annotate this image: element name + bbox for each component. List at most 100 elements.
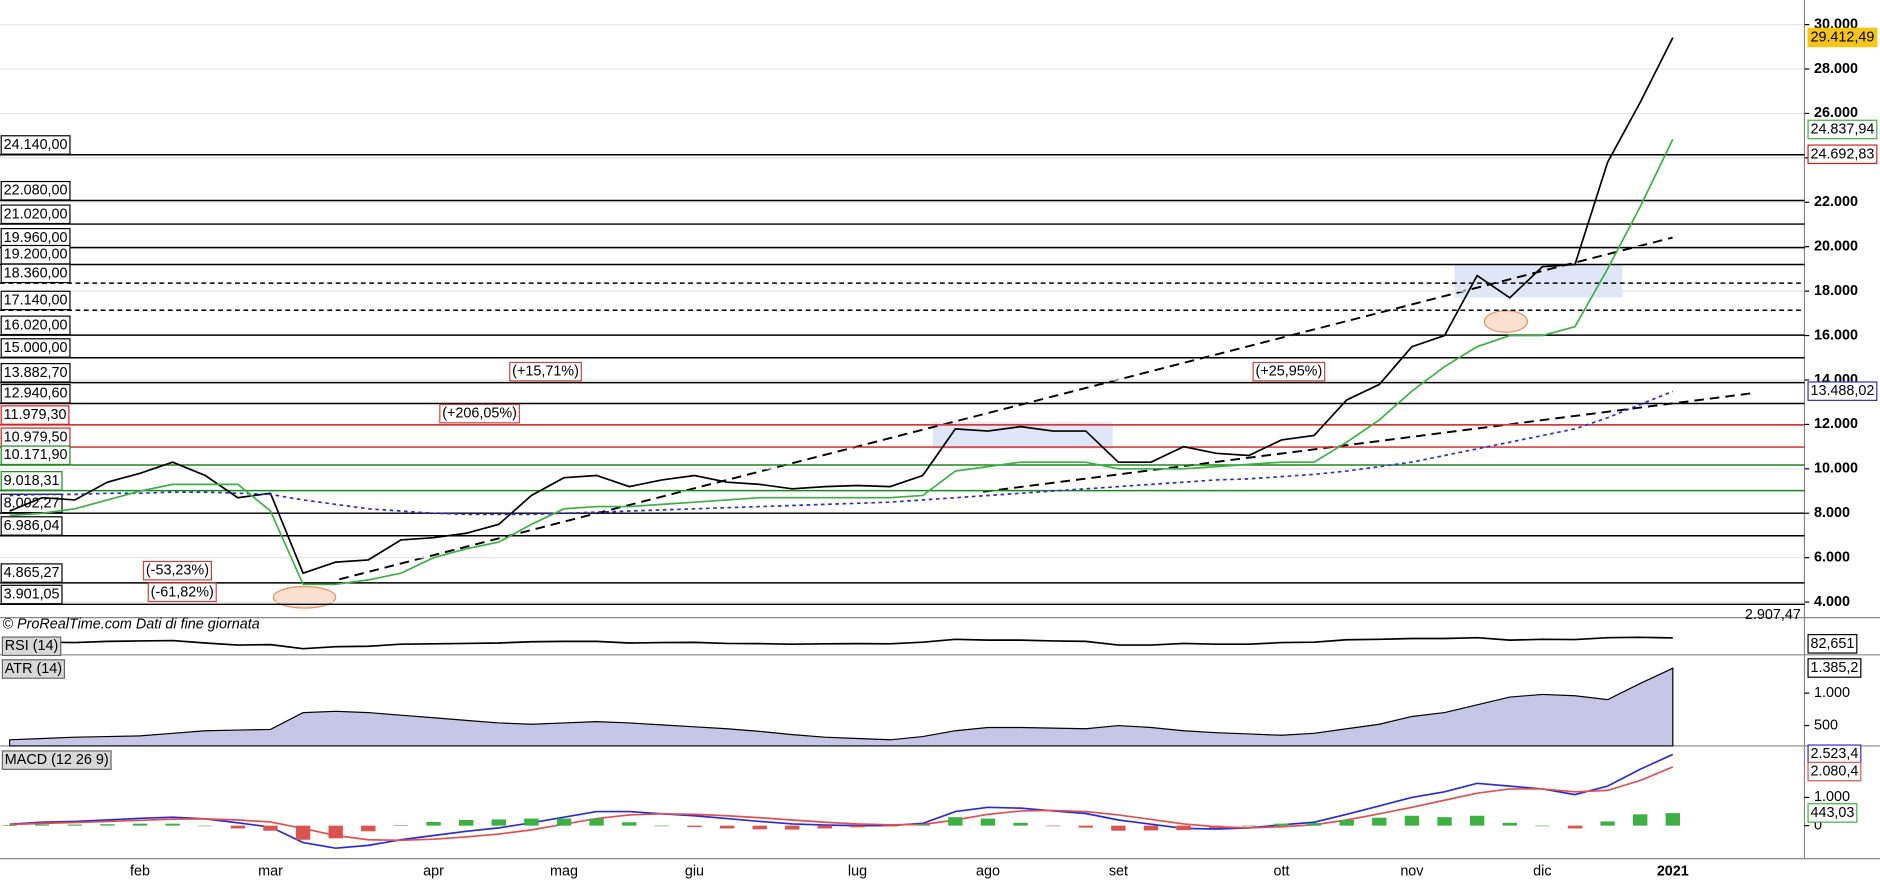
- level-label: 18.360,00: [4, 265, 68, 281]
- label-box: [1807, 27, 1878, 48]
- histogram-bar: [882, 825, 898, 827]
- line-series: [9, 37, 1674, 575]
- histogram-bar: [100, 824, 115, 826]
- x-tick-label: ott: [1273, 864, 1289, 880]
- histogram-bar: [1306, 823, 1322, 826]
- label-box: [0, 563, 63, 583]
- histogram-bar: [687, 825, 702, 828]
- label-box: [0, 516, 63, 536]
- level-label: 15.000,00: [4, 340, 68, 356]
- area-series: [8, 667, 1674, 747]
- label-box: [1, 636, 62, 657]
- y-tick-label: 10.000: [1814, 461, 1858, 477]
- histogram-bar: [524, 818, 539, 826]
- line-series: [9, 753, 1674, 850]
- histogram-bar: [426, 821, 441, 826]
- histogram-bar: [491, 819, 506, 826]
- y-tick-label: 28.000: [1814, 61, 1858, 77]
- x-tick-label: mag: [550, 864, 578, 880]
- histogram-bar: [393, 825, 409, 826]
- annotation: (-61,82%): [151, 584, 214, 600]
- histogram-bar: [1176, 825, 1191, 831]
- highlight: [1483, 310, 1529, 333]
- histogram-bar: [132, 823, 148, 826]
- histogram-bar: [230, 825, 246, 829]
- y-tick-label: 18.000: [1814, 283, 1858, 299]
- label-box: [0, 135, 71, 155]
- label-box: [509, 361, 582, 382]
- histogram-bar: [850, 825, 865, 828]
- histogram-bar: [980, 818, 996, 826]
- label-box: [0, 584, 63, 605]
- histogram-bar: [915, 824, 930, 826]
- histogram-bar: [752, 825, 767, 830]
- histogram-bar: [556, 818, 572, 826]
- histogram-bar: [1404, 815, 1420, 826]
- level-label: 16.020,00: [4, 317, 68, 333]
- y-tick-label: 1.000: [1814, 789, 1850, 805]
- label-box: [0, 315, 71, 336]
- level-label: 3.901,05: [4, 587, 60, 603]
- source-note: © ProRealTime.com Dati di fine giornata: [2, 617, 259, 633]
- histogram-bar: [589, 818, 604, 826]
- level-label: 22.080,00: [4, 183, 68, 199]
- y-tick-label: 500: [1814, 717, 1838, 733]
- label-box: [1807, 803, 1858, 823]
- x-tick-label: apr: [423, 864, 444, 880]
- histogram-bar: [1111, 825, 1126, 831]
- level-label: 21.020,00: [4, 206, 68, 222]
- level-label: 10.979,50: [4, 429, 68, 445]
- level-label: 11.979,30: [4, 407, 67, 423]
- label-box: [0, 471, 63, 491]
- histogram-bar: [1372, 817, 1387, 826]
- label-box: [1, 750, 112, 770]
- x-tick-label: lug: [848, 864, 867, 880]
- level-label: 19.960,00: [4, 230, 68, 246]
- level-label: 19.200,00: [4, 247, 68, 263]
- y-tick-label: 8.000: [1814, 505, 1850, 521]
- histogram-bar: [198, 825, 213, 827]
- y-tick-label: 0: [1814, 817, 1822, 833]
- label-box: [0, 363, 71, 383]
- histogram-bar: [458, 819, 474, 826]
- x-tick-label: set: [1109, 864, 1128, 880]
- histogram-bar: [1535, 825, 1550, 827]
- level-label: 12.940,60: [4, 386, 68, 402]
- x-tick-label: ago: [976, 864, 1000, 880]
- label-box: [1, 659, 66, 679]
- histogram-bar: [1600, 821, 1615, 826]
- histogram-bar: [1437, 817, 1452, 826]
- histogram-bar: [1502, 822, 1517, 826]
- label-box: [0, 445, 71, 466]
- label-box: [0, 338, 71, 358]
- label-box: [147, 582, 217, 603]
- range-box: [1454, 263, 1623, 298]
- level-label: 6.986,04: [4, 518, 60, 534]
- histogram-bar: [1633, 814, 1648, 826]
- histogram-bar: [35, 824, 50, 826]
- histogram-bar: [1274, 823, 1289, 826]
- label-box: [1807, 761, 1862, 782]
- x-tick-label: giu: [685, 864, 704, 880]
- label-box: [1807, 119, 1878, 140]
- level-label: 9.018,31: [4, 473, 60, 489]
- x-tick-label: nov: [1400, 864, 1424, 880]
- y-tick-label: 1.000: [1814, 685, 1850, 701]
- annotation: (+15,71%): [512, 364, 579, 380]
- y-tick-label: 4.000: [1814, 594, 1850, 610]
- price-label: 24.692,83: [1810, 146, 1874, 162]
- trendline: [339, 236, 1673, 581]
- histogram-bar: [1078, 825, 1093, 828]
- price-label: 13.488,02: [1810, 383, 1874, 399]
- histogram-bar: [622, 822, 637, 826]
- line-series: [9, 636, 1673, 650]
- value-label: 2.080,4: [1810, 764, 1858, 780]
- annotation: (-53,23%): [146, 563, 209, 579]
- label-box: [0, 290, 71, 311]
- histogram-bar: [2, 825, 17, 826]
- label-box: [1807, 381, 1878, 401]
- histogram-bar: [1143, 825, 1159, 831]
- label-box: [0, 383, 71, 404]
- value-label: 443,03: [1810, 805, 1854, 821]
- label-box: [439, 403, 520, 424]
